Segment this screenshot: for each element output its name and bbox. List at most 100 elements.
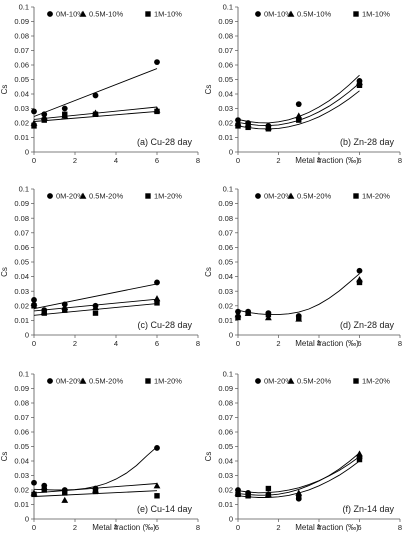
y-tick-label: 0.01 <box>218 316 233 325</box>
y-tick-label: 0.02 <box>14 301 29 310</box>
y-tick-label: 0.08 <box>14 32 29 41</box>
data-point <box>61 105 68 112</box>
data-point <box>295 112 303 119</box>
x-tick-label: 2 <box>276 156 280 165</box>
x-tick-label: 4 <box>317 339 321 348</box>
data-point <box>356 267 363 274</box>
x-tick-label: 0 <box>32 523 36 532</box>
x-tick-label: 6 <box>357 156 361 165</box>
data-point <box>235 123 241 129</box>
legend-marker <box>255 378 261 384</box>
y-tick-label: 0.05 <box>14 75 29 84</box>
y-axis-label: Cs <box>0 452 9 462</box>
x-tick-label: 0 <box>236 156 240 165</box>
legend-label: 1M-20% <box>362 192 390 201</box>
y-tick-label: 0.06 <box>218 61 233 70</box>
data-point <box>265 485 272 492</box>
y-tick-label: 0.01 <box>218 500 233 509</box>
data-point <box>296 494 302 500</box>
legend-marker <box>255 193 261 199</box>
data-point <box>62 490 68 496</box>
y-tick-label: 0.09 <box>14 199 29 208</box>
y-tick-label: 0.01 <box>218 133 233 142</box>
data-point <box>296 117 302 123</box>
y-tick-label: 0.04 <box>218 457 233 466</box>
data-point <box>154 445 160 451</box>
x-tick-label: 6 <box>155 156 159 165</box>
y-tick-label: 0.06 <box>14 61 29 70</box>
y-axis-label: Cs <box>0 85 9 95</box>
trend-line <box>237 452 360 496</box>
y-tick-label: 0.05 <box>14 258 29 267</box>
legend-label: 0M-20% <box>264 192 292 201</box>
y-tick-label: 0.06 <box>14 428 29 437</box>
data-point <box>31 303 37 309</box>
x-tick-label: 4 <box>114 156 118 165</box>
legend-label: 0M-10% <box>56 10 84 19</box>
data-point <box>235 491 241 498</box>
legend-label: 0.5M-20% <box>297 192 332 201</box>
x-tick-label: 4 <box>317 156 321 165</box>
y-tick-label: 0.1 <box>223 370 233 379</box>
x-tick-label: 0 <box>32 339 36 348</box>
y-tick-label: 0.09 <box>218 384 233 393</box>
x-tick-label: 2 <box>73 156 77 165</box>
y-tick-label: 0.02 <box>14 486 29 495</box>
x-tick-label: 6 <box>357 339 361 348</box>
y-tick-label: 0.01 <box>14 316 29 325</box>
y-tick-label: 0.08 <box>14 399 29 408</box>
x-tick-label: 4 <box>114 523 118 532</box>
legend-marker <box>287 192 295 199</box>
chart-panel-a: 0 0.01 0.02 0.03 0.04 0.05 0.06 0.07 0.08 0.09 0.1… <box>0 3 200 165</box>
legend-marker <box>79 192 87 199</box>
y-tick-label: 0.03 <box>14 104 29 113</box>
y-axis-label: Cs <box>0 267 9 277</box>
data-point <box>154 279 160 286</box>
x-tick-label: 6 <box>357 523 361 532</box>
x-axis-label: Metal fraction (‰) <box>295 156 359 165</box>
y-tick-label: 0.05 <box>218 442 233 451</box>
y-tick-label: 0.1 <box>19 185 29 194</box>
x-tick-label: 2 <box>73 523 77 532</box>
data-point <box>62 111 68 117</box>
chart-panel-f: 0 0.01 0.02 0.03 0.04 0.05 0.06 0.07 0.08 0.09 0.1… <box>204 370 402 532</box>
y-tick-label: 0.01 <box>14 133 29 142</box>
y-tick-label: 0.03 <box>14 471 29 480</box>
x-tick-label: 8 <box>398 339 402 348</box>
y-tick-label: 0.04 <box>218 272 233 281</box>
data-point <box>295 489 303 496</box>
y-tick-label: 0.1 <box>19 3 29 12</box>
legend-label: 1M-20% <box>154 377 182 386</box>
legend-label: 0.5M-20% <box>89 192 124 201</box>
data-point <box>153 482 161 489</box>
data-point <box>41 487 47 493</box>
data-point <box>265 311 272 318</box>
y-tick-label: 0.04 <box>14 457 29 466</box>
data-point <box>356 82 363 88</box>
y-tick-label: 0.08 <box>218 32 233 41</box>
x-axis-label: Metal fraction (‰) <box>295 339 359 348</box>
x-tick-label: 8 <box>196 523 200 532</box>
y-tick-label: 0.05 <box>218 75 233 84</box>
y-tick-label: 0.08 <box>218 399 233 408</box>
y-tick-label: 0.07 <box>218 46 233 55</box>
data-point <box>245 310 251 316</box>
data-point <box>92 111 99 117</box>
y-axis-label: Cs <box>204 452 213 462</box>
panel-annotation: (d) Zn-28 day <box>340 320 395 330</box>
legend-marker <box>287 10 295 17</box>
y-tick-label: 0.04 <box>218 90 233 99</box>
data-point <box>92 303 99 310</box>
trend-line <box>33 283 158 310</box>
y-tick-label: 0 <box>25 331 29 340</box>
x-tick-label: 8 <box>196 156 200 165</box>
panel-annotation: (e) Cu-14 day <box>137 504 193 514</box>
y-tick-label: 0.05 <box>14 442 29 451</box>
data-point <box>154 300 160 306</box>
chart-panel-c: 0 0.01 0.02 0.03 0.04 0.05 0.06 0.07 0.08 0.09 0.1… <box>0 185 200 348</box>
y-tick-label: 0 <box>229 331 233 340</box>
data-point <box>264 490 272 498</box>
y-tick-label: 0.03 <box>14 287 29 296</box>
legend-label: 0M-20% <box>56 192 84 201</box>
x-tick-label: 2 <box>276 339 280 348</box>
